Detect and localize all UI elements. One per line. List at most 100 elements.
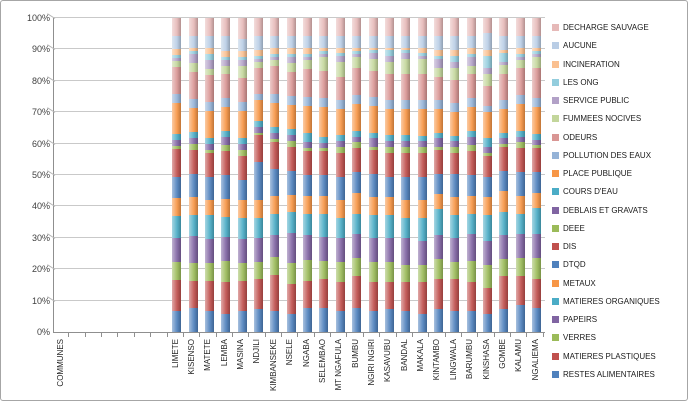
bar-segment [384,109,394,136]
bar-segment [237,60,247,66]
legend-label: POLLUTION DES EAUX [563,150,652,160]
legend-swatch [552,334,559,342]
bar-segment [221,56,231,60]
bar-segment [499,147,509,171]
bar-segment [286,194,296,213]
bar-segment [466,175,476,196]
bar-segment [384,141,394,148]
bar-segment [401,135,411,142]
bar-segment [221,198,231,217]
bar-segment [188,308,198,332]
bar-segment [401,100,411,110]
legend-item: SERVICE PUBLIC [552,96,684,105]
y-axis-label: 100% [26,13,50,23]
bar-segment [204,59,214,69]
stacked-bar [450,18,460,332]
legend-label: DEBLAIS ET GRAVATS [563,205,648,215]
legend-item: COURS D'EAU [552,187,684,196]
bar-segment [499,109,509,133]
legend-item: MATIERES ORGANIQUES [552,297,684,306]
bar-segment [319,195,329,214]
bar-segment [172,149,182,177]
stacked-bar [303,18,313,332]
bar-segment [237,101,247,111]
bar-segment [319,308,329,332]
bar-segment [335,311,345,332]
bar-slot [250,18,266,332]
bar-segment [532,106,542,134]
bar-segment [368,132,378,139]
stacked-bar [188,18,198,332]
stacked-bar [253,18,263,332]
bar-segment [319,98,329,107]
x-axis-label: KINSHASA [481,339,491,380]
gridline [47,170,545,176]
legend-label: METAUX [563,278,596,288]
bar-segment [237,18,247,40]
bar-segment [368,35,378,48]
bar-segment [483,50,493,57]
bar-segment [384,35,394,48]
x-axis-tick [462,333,479,337]
bar-segment [384,238,394,262]
x-axis-tick [233,333,250,337]
x-label-slot: KASAVUBU [380,339,396,399]
bar-segment [433,147,443,151]
x-axis-tick [347,333,364,337]
bar-segment [188,53,198,63]
legend-item: VERRES [552,333,684,342]
bar-segment [352,275,362,309]
bar-segment [237,239,247,264]
bar-segment [483,176,493,198]
bar-segment [188,263,198,282]
bar-segment [286,128,296,135]
bar-segment [352,308,362,332]
bar-segment [417,241,427,265]
bar-segment [532,98,542,107]
bar-segment [237,149,247,156]
bar-segment [270,36,280,49]
bar-segment [384,261,394,283]
bar-segment [417,264,427,283]
bar-segment [433,100,443,110]
bar-segment [172,60,182,67]
bar-segment [188,173,198,198]
x-label-slot [118,339,134,399]
bar-segment [368,261,378,283]
bar-segment [319,213,329,238]
bar-segment [483,156,493,177]
bar-segment [237,200,247,219]
bar-segment [270,169,280,197]
legend-swatch [552,279,559,287]
bar-segment [515,213,525,235]
bar-segment [303,259,313,281]
bar-segment [188,62,198,72]
bar-segment [532,133,542,140]
stacked-bar [515,18,525,332]
bar-segment [172,133,182,141]
bar-segment [368,97,378,107]
bar-segment [319,142,329,149]
x-axis-tick [282,333,299,337]
bar-segment [253,261,263,280]
stacked-bar [433,18,443,332]
stacked-bar [335,18,345,332]
bar-segment [368,53,378,60]
bar-segment [466,47,476,54]
bar-segment [286,146,296,171]
bar-segment [450,261,460,280]
x-label-slot: KIMBANSEKE [266,339,282,399]
bar-segment [499,65,509,74]
bar-segment [433,208,443,236]
bar-segment [204,68,214,75]
legend: DECHARGE SAUVAGE AUCUNE INCINERATION LES ON… [552,23,684,379]
bar-segment [483,18,493,33]
bar-segment [483,214,493,242]
bar-segment [384,56,394,63]
stacked-bar [172,18,182,332]
bar-segment [450,62,460,69]
bar-segment [237,51,247,58]
x-label-slot: MAKALA [413,339,429,399]
bar-segment [319,35,329,48]
bar-segment [286,134,296,141]
